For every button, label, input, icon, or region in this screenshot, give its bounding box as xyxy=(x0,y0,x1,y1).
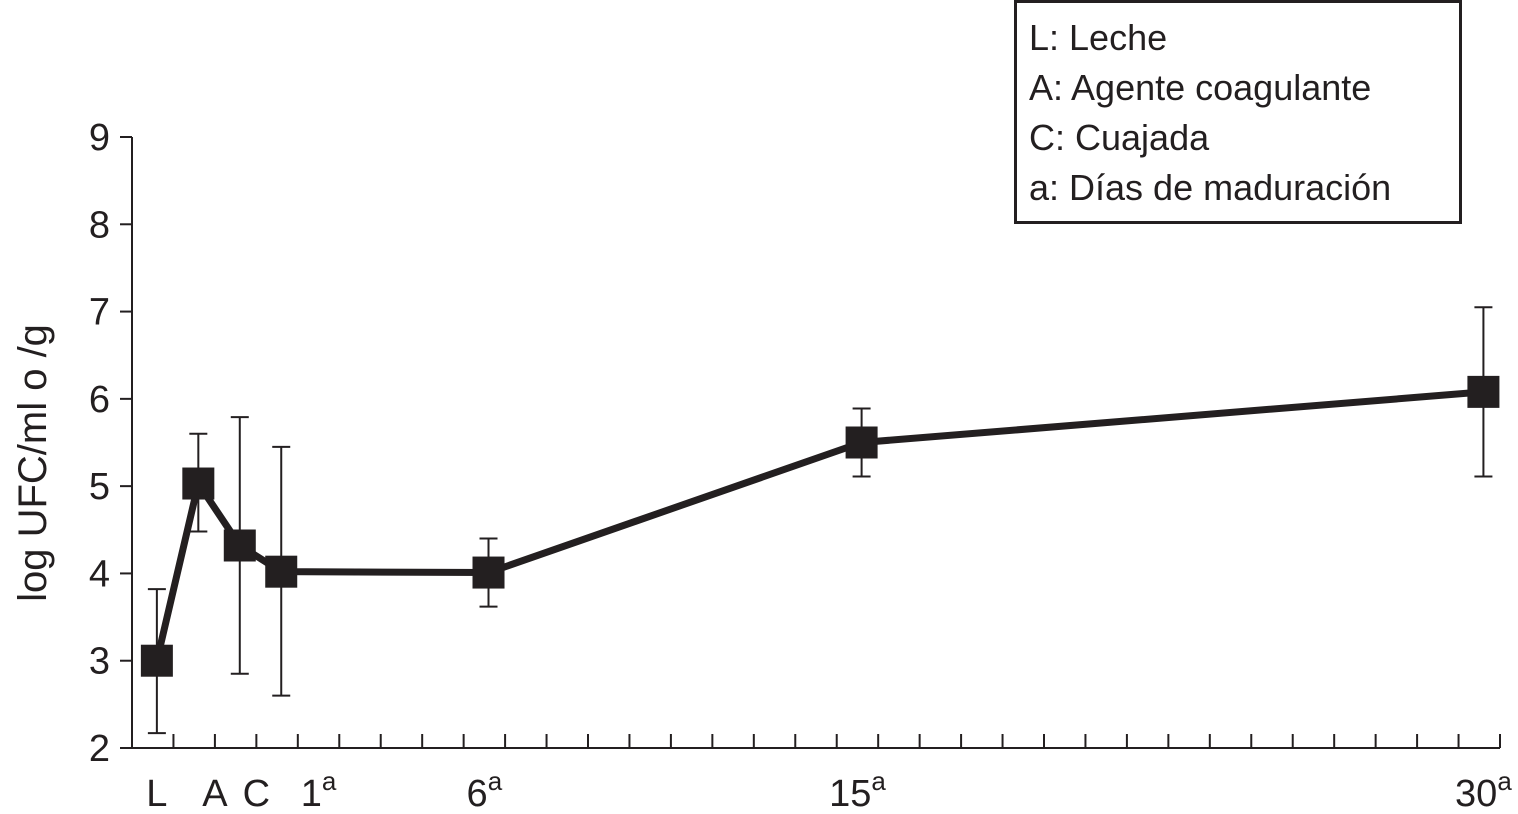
legend-item-agente-coagulante: A: Agente coagulante xyxy=(1029,67,1372,108)
data-point-0 xyxy=(140,644,173,677)
y-axis-label: log UFC/ml o /g xyxy=(11,324,55,602)
legend-item-leche: L: Leche xyxy=(1029,17,1168,58)
y-tick-label-3: 3 xyxy=(89,641,110,683)
data-point-2 xyxy=(223,529,256,562)
series-line-0 xyxy=(153,388,1484,662)
y-tick-label-5: 5 xyxy=(89,466,110,508)
data-point-5 xyxy=(845,426,878,459)
legend-item-dias-de-maduracion: a: Días de maduración xyxy=(1029,167,1392,208)
data-point-1 xyxy=(182,467,215,500)
x-axis: L A C 1a 6a 15a 30a xyxy=(132,734,1512,814)
x-tick-label-6: 30a xyxy=(1455,766,1512,814)
data-point-6 xyxy=(1467,375,1500,408)
series-layer xyxy=(140,306,1500,735)
x-tick-label-3: 1a xyxy=(301,766,337,814)
x-tick-label-5: 15a xyxy=(829,766,886,814)
data-point-3 xyxy=(265,555,298,588)
legend-item-cuajada: C: Cuajada xyxy=(1029,117,1210,158)
legend: L: Leche A: Agente coagulante C: Cuajada… xyxy=(1014,0,1462,224)
y-axis: 2 3 4 5 6 7 8 9 xyxy=(89,117,133,770)
x-tick-label-2: C xyxy=(243,773,270,814)
y-tick-label-2: 2 xyxy=(89,728,110,770)
x-tick-label-4: 6a xyxy=(467,766,503,814)
y-tick-label-8: 8 xyxy=(89,204,110,246)
y-tick-label-6: 6 xyxy=(89,379,110,421)
data-point-4 xyxy=(472,556,505,589)
x-tick-label-1: A xyxy=(202,773,228,814)
x-tick-label-0: L xyxy=(146,773,167,814)
y-tick-label-9: 9 xyxy=(89,117,110,159)
y-tick-label-7: 7 xyxy=(89,292,110,334)
y-tick-label-4: 4 xyxy=(89,553,110,595)
